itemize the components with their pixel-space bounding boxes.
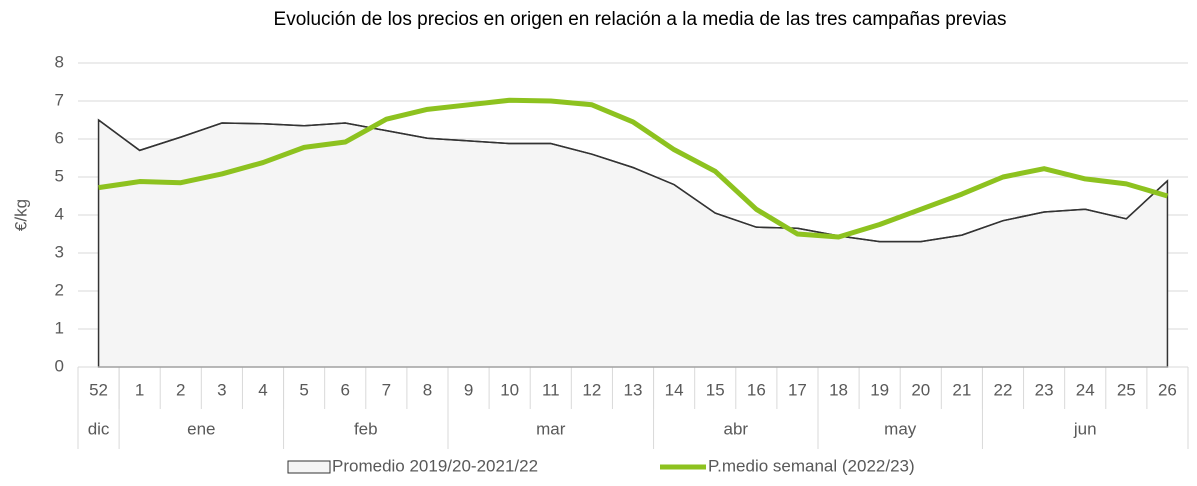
y-tick-label: 3 bbox=[55, 242, 64, 261]
group-label: abr bbox=[723, 419, 748, 438]
x-tick-label: 3 bbox=[217, 380, 226, 399]
x-tick-label: 23 bbox=[1035, 380, 1054, 399]
y-tick-label: 7 bbox=[55, 90, 64, 109]
group-label: mar bbox=[536, 419, 566, 438]
x-tick-label: 18 bbox=[829, 380, 848, 399]
x-tick-label: 11 bbox=[542, 380, 560, 399]
group-label: jun bbox=[1073, 419, 1097, 438]
legend-swatch bbox=[287, 460, 331, 474]
y-tick-label: 8 bbox=[55, 52, 64, 71]
y-tick-label: 4 bbox=[55, 204, 64, 223]
legend-label: P.medio semanal (2022/23) bbox=[708, 456, 915, 475]
x-tick-label: 6 bbox=[340, 380, 349, 399]
x-tick-label: 20 bbox=[911, 380, 930, 399]
x-tick-label: 13 bbox=[624, 380, 643, 399]
x-tick-label: 8 bbox=[423, 380, 432, 399]
x-tick-label: 52 bbox=[89, 380, 108, 399]
x-tick-label: 22 bbox=[994, 380, 1013, 399]
area-fill bbox=[97, 118, 1169, 368]
y-tick-label: 5 bbox=[55, 166, 64, 185]
x-tick-label: 17 bbox=[788, 380, 807, 399]
legend-label: Promedio 2019/20-2021/22 bbox=[332, 456, 538, 475]
x-tick-label: 4 bbox=[258, 380, 267, 399]
x-tick-label: 16 bbox=[747, 380, 766, 399]
chart-title: Evolución de los precios en origen en re… bbox=[274, 9, 1007, 30]
series-line bbox=[98, 119, 1168, 243]
x-tick-label: 12 bbox=[582, 380, 601, 399]
y-tick-label: 0 bbox=[55, 356, 64, 375]
x-tick-label: 9 bbox=[464, 380, 473, 399]
y-axis-label: €/kg bbox=[11, 199, 30, 231]
y-tick-label: 1 bbox=[55, 318, 64, 337]
x-tick-label: 26 bbox=[1158, 380, 1177, 399]
x-tick-label: 5 bbox=[299, 380, 308, 399]
x-tick-label: 7 bbox=[382, 380, 391, 399]
x-tick-label: 24 bbox=[1076, 380, 1095, 399]
x-tick-label: 19 bbox=[870, 380, 889, 399]
x-tick-label: 14 bbox=[665, 380, 684, 399]
x-tick-label: 2 bbox=[176, 380, 185, 399]
x-tick-label: 25 bbox=[1117, 380, 1136, 399]
group-label: may bbox=[884, 419, 917, 438]
group-label: feb bbox=[354, 419, 378, 438]
x-tick-label: 10 bbox=[500, 380, 519, 399]
series-line bbox=[98, 97, 1169, 240]
group-label: dic bbox=[88, 419, 110, 438]
x-tick-label: 21 bbox=[952, 380, 971, 399]
y-tick-label: 6 bbox=[55, 128, 64, 147]
x-tick-label: 15 bbox=[706, 380, 725, 399]
y-tick-label: 2 bbox=[55, 280, 64, 299]
group-label: ene bbox=[187, 419, 215, 438]
x-tick-label: 1 bbox=[135, 380, 144, 399]
